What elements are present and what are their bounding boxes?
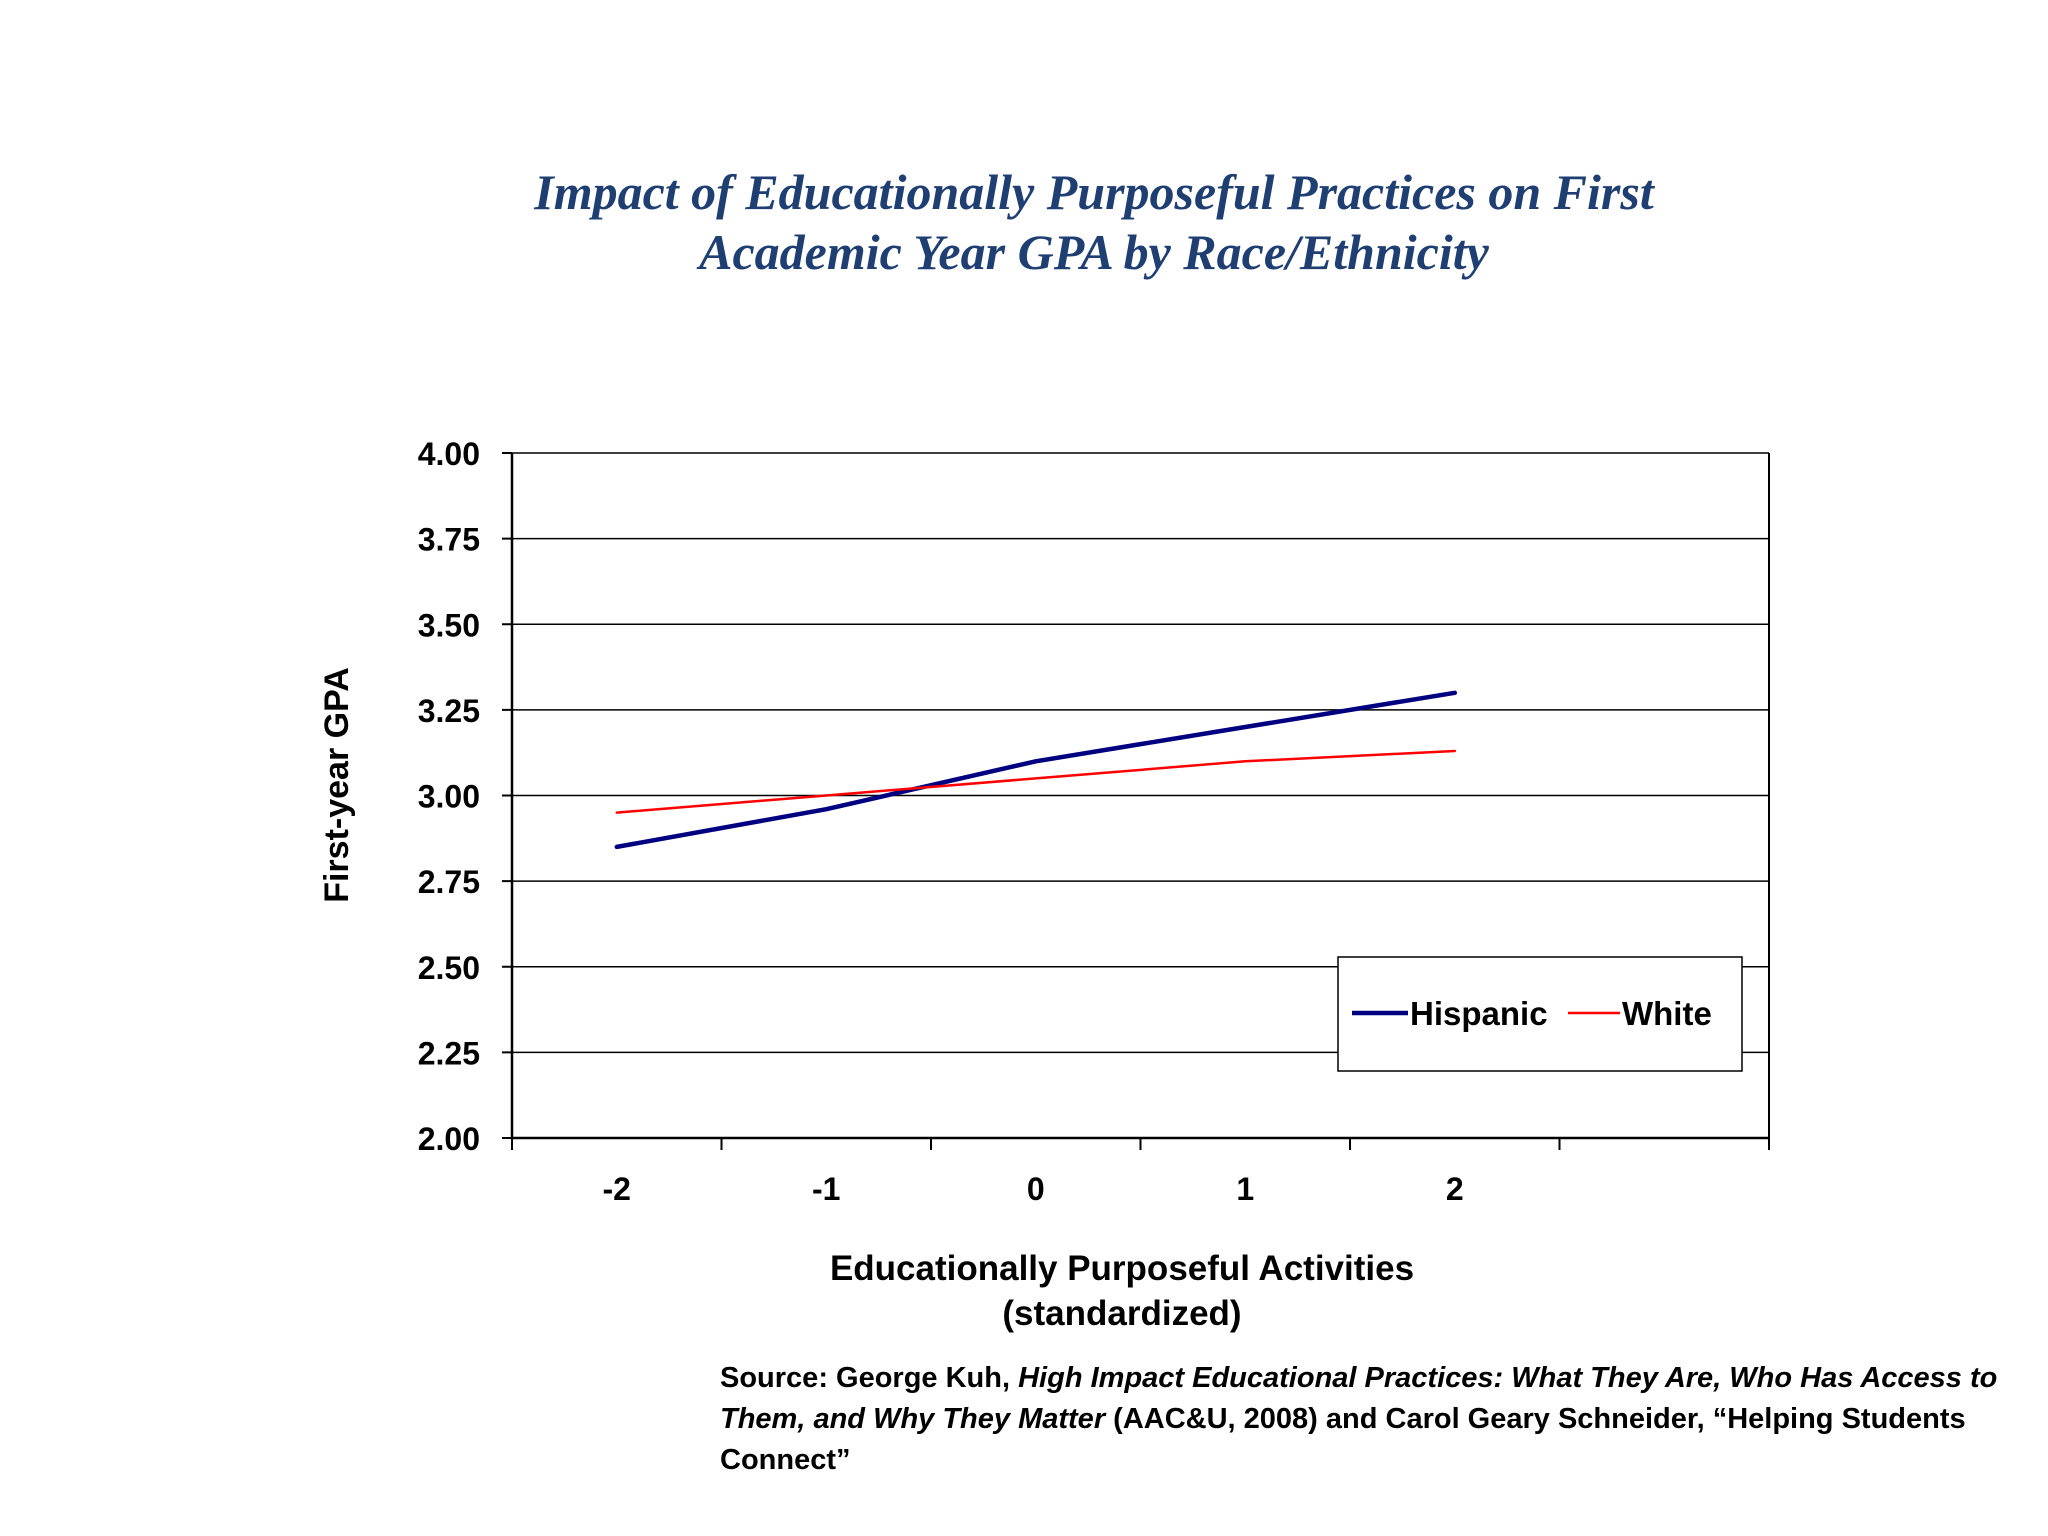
source-suffix: (AAC&U, 2008) and Carol Geary Schneider,… xyxy=(720,1403,1966,1476)
slide-title-line-2: Academic Year GPA by Race/Ethnicity xyxy=(699,224,1489,280)
y-tick-label: 2.50 xyxy=(418,950,480,986)
y-tick-label: 2.25 xyxy=(418,1035,480,1071)
x-axis-label-line-1: Educationally Purposeful Activities xyxy=(830,1249,1414,1288)
y-axis-label: First-year GPA xyxy=(318,667,356,903)
x-tick-label: 0 xyxy=(1027,1171,1045,1207)
tick-labels: 2.00 2.25 2.50 2.75 3.00 3.25 3.50 3.75 4.00 -2 -1… xyxy=(418,436,1464,1207)
series-line-white xyxy=(615,749,1457,814)
series-lines xyxy=(614,690,1458,850)
x-tick-label: 2 xyxy=(1446,1171,1464,1207)
x-tick-label: -1 xyxy=(812,1171,840,1207)
source-citation: Source: George Kuh, High Impact Educatio… xyxy=(720,1358,2010,1481)
slide-title-line-1: Impact of Educationally Purposeful Pract… xyxy=(534,164,1654,220)
gridlines xyxy=(512,452,1769,1054)
x-axis-label-line-2: (standardized) xyxy=(1002,1294,1241,1333)
slide-title: Impact of Educationally Purposeful Pract… xyxy=(374,162,1814,282)
x-tick-label: 1 xyxy=(1236,1171,1254,1207)
axes xyxy=(502,452,1770,1150)
y-tick-label: 3.00 xyxy=(418,779,480,815)
y-tick-label: 2.75 xyxy=(418,864,480,900)
source-book-title: High Impact Educational Practices: What … xyxy=(720,1362,1998,1435)
y-tick-label: 3.50 xyxy=(418,607,480,643)
y-tick-label: 2.00 xyxy=(418,1121,480,1157)
legend-label-white: White xyxy=(1622,995,1712,1032)
y-tick-label: 3.75 xyxy=(418,522,480,558)
y-tick-label: 4.00 xyxy=(418,436,480,472)
series-line-hispanic xyxy=(614,690,1458,850)
x-tick-label: -2 xyxy=(603,1171,631,1207)
legend-label-hispanic: Hispanic xyxy=(1410,995,1548,1032)
source-prefix: Source: George Kuh, xyxy=(720,1362,1019,1394)
legend: Hispanic White xyxy=(1337,956,1743,1072)
y-tick-label: 3.25 xyxy=(418,693,480,729)
